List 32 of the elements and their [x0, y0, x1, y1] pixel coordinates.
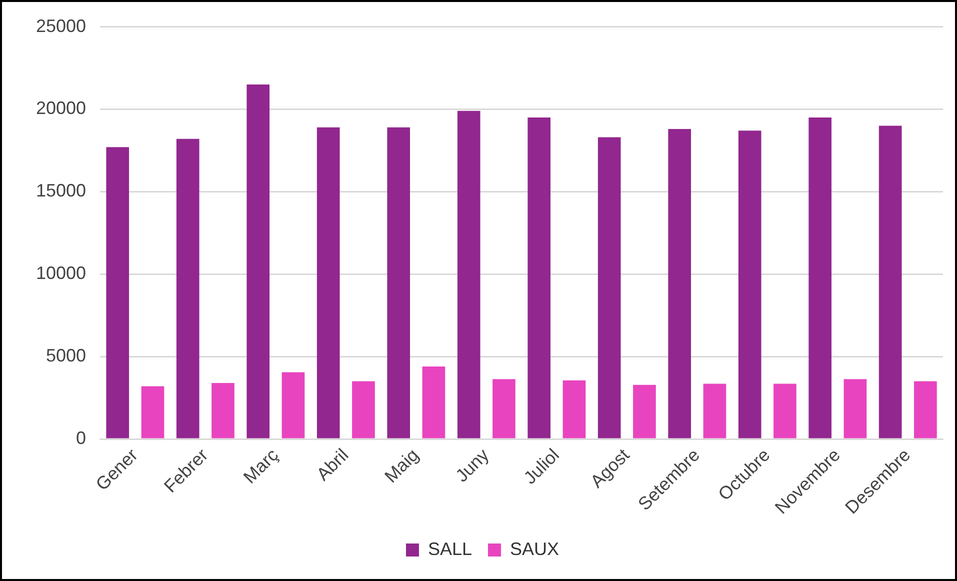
bar: [141, 386, 164, 438]
legend-label: SAUX: [510, 538, 560, 559]
y-tick-label: 0: [76, 428, 86, 448]
bar: [316, 127, 340, 438]
bar: [387, 127, 410, 438]
bar: [422, 366, 446, 438]
y-tick-label: 15000: [36, 180, 86, 201]
bar: [457, 110, 480, 438]
bar: [633, 384, 656, 438]
bar: [352, 381, 375, 438]
bar: [878, 126, 902, 438]
bar: [808, 117, 832, 438]
bar: [492, 379, 516, 438]
bar: [914, 381, 937, 438]
bar: [528, 117, 551, 438]
bar: [703, 384, 726, 438]
y-tick-label: 5000: [46, 346, 86, 366]
bar: [738, 130, 762, 438]
y-tick-label: 10000: [36, 263, 86, 284]
bar: [562, 380, 586, 438]
bar: [668, 129, 691, 438]
bar: [282, 372, 305, 438]
bar: [106, 147, 130, 438]
legend-label: SALL: [428, 538, 472, 559]
bar: [598, 137, 621, 438]
y-tick-label: 20000: [36, 98, 86, 118]
y-tick-label: 25000: [36, 16, 86, 36]
bar: [212, 382, 234, 438]
bar: [176, 138, 200, 438]
bar: [246, 84, 270, 438]
bar: [844, 379, 867, 438]
bar: [774, 384, 796, 438]
